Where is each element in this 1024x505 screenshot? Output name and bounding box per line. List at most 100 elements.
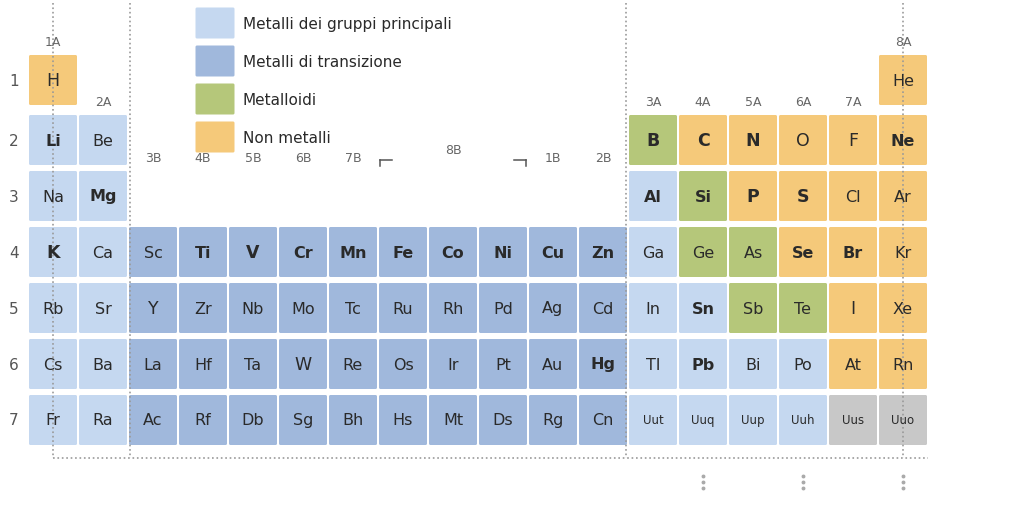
Text: Cn: Cn: [592, 413, 613, 428]
FancyBboxPatch shape: [779, 116, 827, 166]
FancyBboxPatch shape: [679, 339, 727, 389]
Text: Sg: Sg: [293, 413, 313, 428]
Text: Kr: Kr: [894, 245, 911, 260]
FancyBboxPatch shape: [729, 228, 777, 277]
Text: 5B: 5B: [245, 152, 261, 165]
FancyBboxPatch shape: [879, 172, 927, 222]
Text: Uuq: Uuq: [691, 414, 715, 427]
Text: Sc: Sc: [143, 245, 163, 260]
FancyBboxPatch shape: [329, 395, 377, 445]
Text: Uup: Uup: [741, 414, 765, 427]
FancyBboxPatch shape: [229, 283, 278, 333]
Text: Db: Db: [242, 413, 264, 428]
Text: Rn: Rn: [892, 357, 913, 372]
FancyBboxPatch shape: [379, 283, 427, 333]
Text: O: O: [796, 132, 810, 149]
Text: Cu: Cu: [542, 245, 564, 260]
FancyBboxPatch shape: [879, 56, 927, 106]
FancyBboxPatch shape: [129, 395, 177, 445]
FancyBboxPatch shape: [779, 395, 827, 445]
FancyBboxPatch shape: [329, 339, 377, 389]
FancyBboxPatch shape: [729, 339, 777, 389]
Text: 2A: 2A: [95, 96, 112, 109]
Text: Fe: Fe: [392, 245, 414, 260]
FancyBboxPatch shape: [579, 283, 627, 333]
Text: V: V: [246, 243, 260, 262]
Text: B: B: [646, 132, 659, 149]
Text: 1B: 1B: [545, 152, 561, 165]
FancyBboxPatch shape: [179, 283, 227, 333]
Text: Re: Re: [343, 357, 364, 372]
Text: 3B: 3B: [144, 152, 161, 165]
FancyBboxPatch shape: [429, 339, 477, 389]
FancyBboxPatch shape: [429, 283, 477, 333]
Text: Uus: Uus: [842, 414, 864, 427]
Text: Mt: Mt: [443, 413, 463, 428]
Text: Be: Be: [92, 133, 114, 148]
FancyBboxPatch shape: [129, 339, 177, 389]
Text: 4: 4: [9, 245, 18, 260]
Text: La: La: [143, 357, 163, 372]
Text: Ru: Ru: [392, 301, 414, 316]
FancyBboxPatch shape: [29, 339, 77, 389]
FancyBboxPatch shape: [829, 395, 877, 445]
FancyBboxPatch shape: [529, 339, 577, 389]
Text: 5: 5: [9, 301, 18, 316]
Text: Os: Os: [392, 357, 414, 372]
Text: Ca: Ca: [92, 245, 114, 260]
Text: Hf: Hf: [195, 357, 212, 372]
Text: Mn: Mn: [339, 245, 367, 260]
FancyBboxPatch shape: [79, 228, 127, 277]
Text: Non metalli: Non metalli: [243, 130, 331, 145]
FancyBboxPatch shape: [29, 172, 77, 222]
FancyBboxPatch shape: [679, 283, 727, 333]
Text: 6B: 6B: [295, 152, 311, 165]
Text: 2B: 2B: [595, 152, 611, 165]
Text: In: In: [645, 301, 660, 316]
Text: 4B: 4B: [195, 152, 211, 165]
Text: W: W: [295, 356, 311, 373]
FancyBboxPatch shape: [779, 283, 827, 333]
FancyBboxPatch shape: [629, 395, 677, 445]
FancyBboxPatch shape: [479, 228, 527, 277]
Text: K: K: [46, 243, 59, 262]
FancyBboxPatch shape: [729, 116, 777, 166]
Text: 8A: 8A: [895, 36, 911, 49]
Text: Li: Li: [45, 133, 60, 148]
Text: Xe: Xe: [893, 301, 913, 316]
Text: F: F: [848, 132, 858, 149]
Text: Si: Si: [694, 189, 712, 204]
FancyBboxPatch shape: [79, 172, 127, 222]
Text: Y: Y: [147, 299, 159, 317]
FancyBboxPatch shape: [829, 172, 877, 222]
FancyBboxPatch shape: [196, 122, 234, 153]
FancyBboxPatch shape: [179, 339, 227, 389]
Text: Sr: Sr: [94, 301, 112, 316]
Text: Mo: Mo: [291, 301, 314, 316]
FancyBboxPatch shape: [679, 395, 727, 445]
Text: Ge: Ge: [692, 245, 714, 260]
FancyBboxPatch shape: [479, 283, 527, 333]
Text: Rh: Rh: [442, 301, 464, 316]
FancyBboxPatch shape: [579, 395, 627, 445]
Text: Cs: Cs: [43, 357, 62, 372]
FancyBboxPatch shape: [579, 228, 627, 277]
FancyBboxPatch shape: [479, 339, 527, 389]
FancyBboxPatch shape: [129, 283, 177, 333]
Text: He: He: [892, 73, 914, 88]
Text: Cl: Cl: [845, 189, 861, 204]
FancyBboxPatch shape: [479, 395, 527, 445]
FancyBboxPatch shape: [229, 339, 278, 389]
FancyBboxPatch shape: [79, 395, 127, 445]
Text: Ba: Ba: [92, 357, 114, 372]
Text: Ag: Ag: [543, 301, 563, 316]
FancyBboxPatch shape: [779, 339, 827, 389]
FancyBboxPatch shape: [379, 339, 427, 389]
Text: Ir: Ir: [447, 357, 459, 372]
Text: 1: 1: [9, 73, 18, 88]
Text: Ni: Ni: [494, 245, 512, 260]
Text: Sb: Sb: [742, 301, 763, 316]
Text: 7B: 7B: [345, 152, 361, 165]
FancyBboxPatch shape: [329, 228, 377, 277]
FancyBboxPatch shape: [629, 172, 677, 222]
